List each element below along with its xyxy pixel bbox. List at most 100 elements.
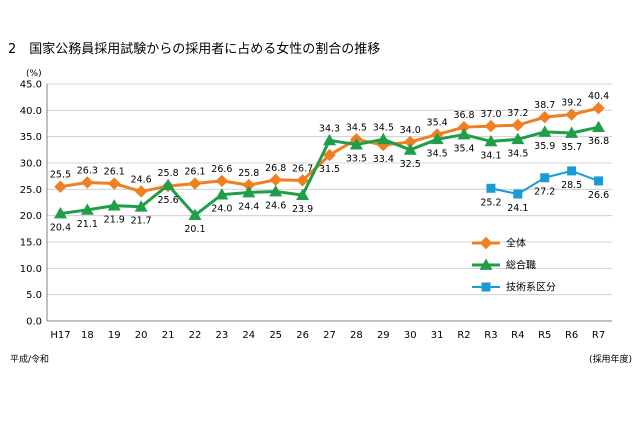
data-label: 36.8: [588, 136, 609, 147]
data-label: 28.5: [561, 180, 582, 191]
data-point-marker: [54, 180, 67, 193]
data-point-marker: [188, 208, 202, 221]
data-point-marker: [592, 120, 606, 133]
data-label: 24.6: [265, 200, 286, 211]
data-label: 33.4: [373, 154, 394, 165]
data-point-marker: [513, 189, 523, 199]
x-tick-label: R2: [457, 330, 470, 341]
data-point-marker: [269, 173, 282, 187]
data-label: 32.5: [400, 159, 421, 170]
y-tick-label: 5.0: [26, 290, 42, 301]
x-tick-label: 29: [377, 330, 390, 341]
x-tick-label: R4: [511, 330, 524, 341]
data-point-marker: [215, 188, 229, 200]
x-tick-label: 30: [404, 330, 417, 341]
data-label: 38.7: [534, 100, 555, 111]
data-point-marker: [404, 135, 417, 149]
data-label: 26.1: [104, 167, 125, 178]
data-label: 27.2: [534, 187, 555, 198]
data-point-marker: [349, 138, 363, 150]
data-label: 36.8: [453, 110, 474, 121]
x-tick-label: R5: [538, 330, 551, 341]
data-point-marker: [592, 102, 605, 115]
data-label: 35.7: [561, 142, 582, 153]
data-label: 23.9: [292, 204, 313, 215]
data-point-marker: [538, 110, 551, 124]
data-point-marker: [242, 185, 256, 198]
data-point-marker: [376, 132, 390, 145]
data-label: 40.4: [588, 91, 609, 102]
data-label: 34.5: [427, 148, 448, 159]
data-label: 35.9: [534, 141, 555, 152]
data-point-marker: [479, 258, 493, 270]
data-label: 34.1: [480, 150, 501, 161]
data-point-marker: [511, 132, 525, 145]
data-point-marker: [565, 108, 578, 121]
data-point-marker: [430, 132, 444, 145]
legend-label: 全体: [506, 237, 526, 250]
data-label: 25.8: [238, 168, 259, 179]
data-label: 34.3: [319, 123, 340, 134]
x-tick-label: 23: [216, 330, 229, 341]
data-label: 26.6: [588, 190, 609, 201]
data-point-marker: [479, 236, 493, 250]
data-point-marker: [269, 184, 283, 197]
data-point-marker: [134, 185, 148, 198]
x-axis-unit: (採用年度): [588, 355, 632, 365]
x-tick-label: H17: [50, 330, 70, 341]
data-point-marker: [296, 174, 309, 187]
data-point-marker: [80, 203, 94, 215]
data-label: 34.5: [507, 148, 528, 159]
data-label: 35.4: [453, 144, 474, 155]
y-tick-label: 45.0: [20, 80, 42, 91]
data-point-marker: [403, 143, 417, 155]
x-tick-label: R7: [592, 330, 605, 341]
data-point-marker: [323, 133, 336, 146]
data-label: 25.6: [157, 195, 178, 206]
era-label: 平成/令和: [10, 355, 50, 365]
data-label: 26.1: [184, 167, 205, 178]
x-tick-label: R3: [484, 330, 497, 341]
data-point-marker: [484, 119, 498, 133]
y-tick-label: 20.0: [20, 211, 42, 222]
x-tick-label: R6: [565, 330, 578, 341]
data-point-marker: [457, 120, 471, 134]
data-point-marker: [134, 200, 148, 212]
data-label: 26.7: [292, 163, 313, 174]
x-tick-label: 25: [269, 330, 282, 341]
x-tick-label: 22: [189, 330, 202, 341]
data-point-marker: [215, 174, 229, 188]
data-point-marker: [538, 125, 552, 137]
data-label: 24.6: [131, 174, 152, 185]
data-point-marker: [484, 134, 498, 147]
data-label: 37.2: [507, 108, 528, 119]
y-tick-label: 15.0: [20, 238, 42, 249]
data-point-marker: [107, 199, 121, 211]
y-tick-label: 35.0: [20, 132, 42, 143]
data-point-marker: [161, 178, 175, 190]
data-label: 21.1: [77, 219, 98, 230]
data-point-marker: [53, 207, 67, 219]
data-point-marker: [565, 126, 579, 138]
data-label: 33.5: [346, 154, 367, 165]
data-point-marker: [457, 128, 471, 140]
x-tick-label: 27: [323, 330, 336, 341]
data-label: 39.2: [561, 98, 582, 109]
chart-title: 2 国家公務員採用試験からの採用者に占める女性の割合の推移: [8, 42, 381, 57]
data-label: 31.5: [319, 164, 340, 175]
x-tick-label: 20: [135, 330, 148, 341]
x-tick-label: 21: [162, 330, 175, 341]
data-label: 21.9: [104, 215, 125, 226]
data-point-marker: [511, 118, 525, 132]
data-label: 34.0: [400, 125, 421, 136]
data-label: 25.8: [157, 168, 178, 179]
data-label: 20.1: [184, 224, 205, 235]
data-point-marker: [540, 173, 550, 183]
data-label: 25.5: [50, 170, 71, 181]
data-point-marker: [188, 177, 202, 190]
x-tick-label: 31: [431, 330, 444, 341]
data-label: 26.8: [265, 163, 286, 174]
data-point-marker: [242, 178, 255, 192]
y-tick-label: 0.0: [26, 317, 42, 328]
